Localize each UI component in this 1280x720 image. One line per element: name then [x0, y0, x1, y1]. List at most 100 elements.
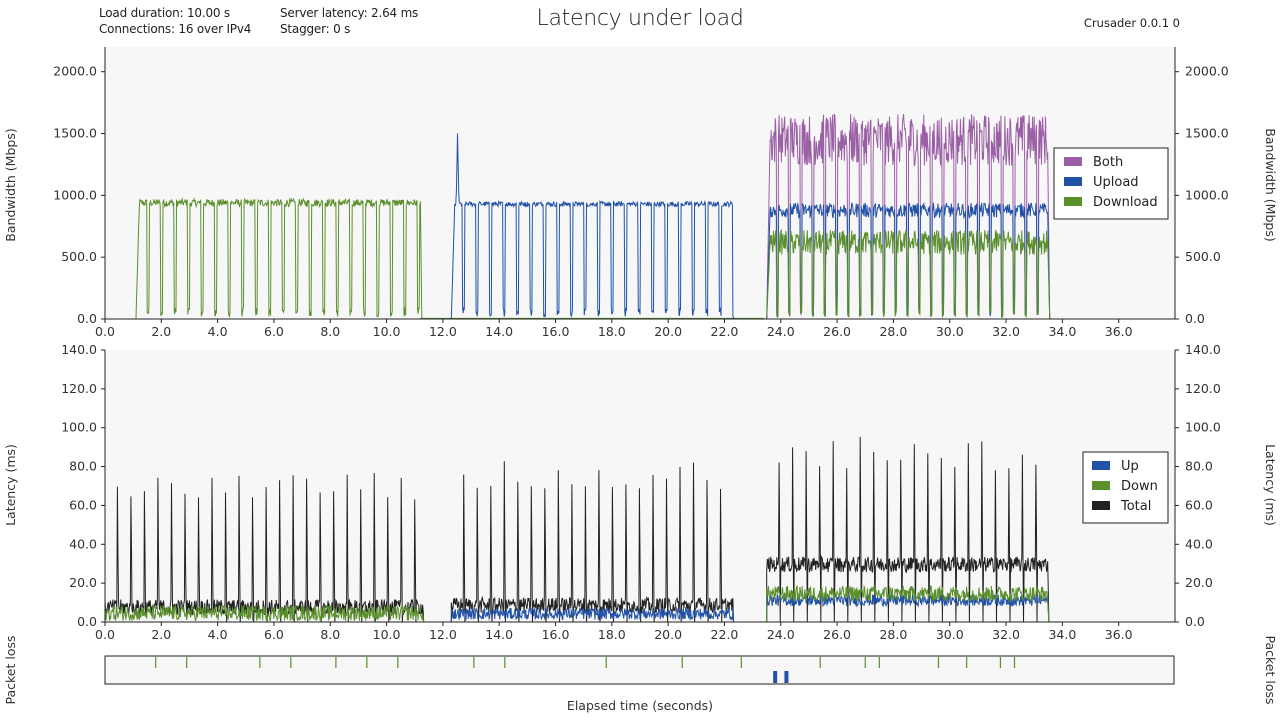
bandwidth-y-tick-label-right: 0.0 [1185, 311, 1205, 326]
latency-y-tick-label-left: 40.0 [69, 536, 97, 551]
latency-x-tick-label: 22.0 [711, 627, 739, 642]
latency-legend: Up Down Total [1082, 451, 1169, 524]
bandwidth-x-tick-label: 26.0 [823, 324, 851, 339]
latency-down-line [104, 584, 1050, 623]
latency-y-tick-label-left: 20.0 [69, 575, 97, 590]
latency-x-tick-label: 10.0 [373, 627, 401, 642]
bandwidth-download-line [135, 197, 423, 320]
latency-y-tick-label-left: 100.0 [61, 420, 97, 435]
legend-swatch-down [1092, 481, 1110, 490]
latency-x-tick-label: 36.0 [1105, 627, 1133, 642]
bandwidth-x-tick-label: 18.0 [598, 324, 626, 339]
bandwidth-y-tick-label-left: 500.0 [61, 249, 97, 264]
stagger: Stagger: 0 s [280, 22, 351, 36]
latency-x-tick-label: 12.0 [429, 627, 457, 642]
latency-y-tick-label-left: 80.0 [69, 459, 97, 474]
latency-y-tick-label-right: 80.0 [1185, 459, 1213, 474]
latency-x-tick-label: 28.0 [879, 627, 907, 642]
connections: Connections: 16 over IPv4 [99, 22, 252, 36]
bandwidth-x-tick-label: 4.0 [208, 324, 228, 339]
latency-ylabel-left: Latency (ms) [3, 444, 18, 526]
latency-y-tick-label-right: 40.0 [1185, 536, 1213, 551]
latency-x-tick-label: 14.0 [485, 627, 513, 642]
bandwidth-x-tick-label: 36.0 [1105, 324, 1133, 339]
bandwidth-x-tick-label: 2.0 [151, 324, 171, 339]
bandwidth-x-tick-label: 8.0 [320, 324, 340, 339]
packet-loss-plot-area [104, 655, 1175, 685]
legend-label-download: Download [1093, 195, 1158, 210]
latency-y-tick-label-right: 100.0 [1185, 420, 1221, 435]
bandwidth-x-tick-label: 24.0 [767, 324, 795, 339]
latency-x-tick-label: 32.0 [992, 627, 1020, 642]
legend-label-down: Down [1121, 479, 1158, 494]
latency-y-tick-label-right: 0.0 [1185, 614, 1205, 629]
latency-ylabel-right: Latency (ms) [1263, 444, 1278, 526]
version-label: Crusader 0.0.1 0 [1083, 16, 1180, 30]
legend-swatch-up [1092, 461, 1110, 470]
bandwidth-x-tick-label: 16.0 [542, 324, 570, 339]
legend-label-upload: Upload [1093, 175, 1139, 190]
latency-y-tick-label-left: 0.0 [77, 614, 97, 629]
latency-y-tick-label-right: 60.0 [1185, 497, 1213, 512]
bandwidth-ylabel-left: Bandwidth (Mbps) [3, 128, 18, 241]
bandwidth-y-tick-label-right: 1000.0 [1185, 187, 1229, 202]
packet-loss-label-right: Packet loss [1263, 635, 1278, 704]
bandwidth-y-tick-label-right: 2000.0 [1185, 64, 1229, 79]
bandwidth-y-tick-label-left: 0.0 [77, 311, 97, 326]
latency-x-tick-label: 18.0 [598, 627, 626, 642]
latency-y-tick-label-left: 60.0 [69, 497, 97, 512]
bandwidth-y-tick-label-left: 2000.0 [53, 64, 97, 79]
bandwidth-y-tick-label-right: 1500.0 [1185, 126, 1229, 141]
latency-x-tick-label: 0.0 [95, 627, 115, 642]
bandwidth-x-tick-label: 34.0 [1048, 324, 1076, 339]
bandwidth-x-tick-label: 0.0 [95, 324, 115, 339]
x-axis-label: Elapsed time (seconds) [567, 698, 713, 713]
bandwidth-upload-line [450, 133, 735, 320]
bandwidth-y-tick-label-left: 1000.0 [53, 187, 97, 202]
latency-x-tick-label: 8.0 [320, 627, 340, 642]
latency-x-tick-label: 6.0 [264, 627, 284, 642]
packet-loss-marks [155, 657, 1016, 683]
latency-y-tick-label-right: 120.0 [1185, 381, 1221, 396]
bandwidth-x-tick-label: 32.0 [992, 324, 1020, 339]
bandwidth-x-tick-label: 20.0 [654, 324, 682, 339]
latency-x-tick-label: 16.0 [542, 627, 570, 642]
latency-x-tick-label: 34.0 [1048, 627, 1076, 642]
bandwidth-x-tick-label: 28.0 [879, 324, 907, 339]
packet-loss-label-left: Packet loss [3, 635, 18, 704]
latency-y-tick-label-left: 140.0 [61, 342, 97, 357]
latency-x-tick-label: 20.0 [654, 627, 682, 642]
page-title: Latency under load [536, 6, 744, 31]
bandwidth-x-tick-label: 10.0 [373, 324, 401, 339]
legend-swatch-upload [1064, 177, 1082, 186]
bandwidth-x-tick-label: 6.0 [264, 324, 284, 339]
legend-swatch-download [1064, 197, 1082, 206]
latency-axes: 0.0 2.0 4.0 6.0 8.0 10.0 12.0 14.0 16.0 18.0 20.0 2… [61, 342, 1221, 642]
load-duration: Load duration: 10.00 s [99, 6, 230, 20]
bandwidth-x-tick-label: 22.0 [711, 324, 739, 339]
bandwidth-x-tick-label: 30.0 [936, 324, 964, 339]
bandwidth-x-tick-label: 12.0 [429, 324, 457, 339]
bandwidth-y-tick-label-left: 1500.0 [53, 126, 97, 141]
legend-swatch-both [1064, 157, 1082, 166]
latency-y-tick-label-right: 20.0 [1185, 575, 1213, 590]
legend-label-total: Total [1120, 499, 1151, 514]
legend-label-up: Up [1121, 459, 1139, 474]
legend-swatch-total [1092, 501, 1110, 510]
bandwidth-x-tick-label: 14.0 [485, 324, 513, 339]
bandwidth-y-tick-label-right: 500.0 [1185, 249, 1221, 264]
latency-x-tick-label: 2.0 [151, 627, 171, 642]
bandwidth-download-line-combined [766, 229, 1051, 320]
legend-label-both: Both [1093, 155, 1123, 170]
latency-x-tick-label: 30.0 [936, 627, 964, 642]
latency-x-tick-label: 4.0 [208, 627, 228, 642]
latency-x-tick-label: 26.0 [823, 627, 851, 642]
latency-y-tick-label-left: 120.0 [61, 381, 97, 396]
latency-x-tick-label: 24.0 [767, 627, 795, 642]
bandwidth-axes: 0.0 2.0 4.0 6.0 8.0 10.0 12.0 14.0 16.0 18.0 20.0 2… [53, 47, 1229, 339]
latency-y-tick-label-right: 140.0 [1185, 342, 1221, 357]
bandwidth-ylabel-right: Bandwidth (Mbps) [1263, 128, 1278, 241]
bandwidth-legend: Both Upload Download [1053, 147, 1169, 220]
server-latency: Server latency: 2.64 ms [280, 6, 419, 20]
